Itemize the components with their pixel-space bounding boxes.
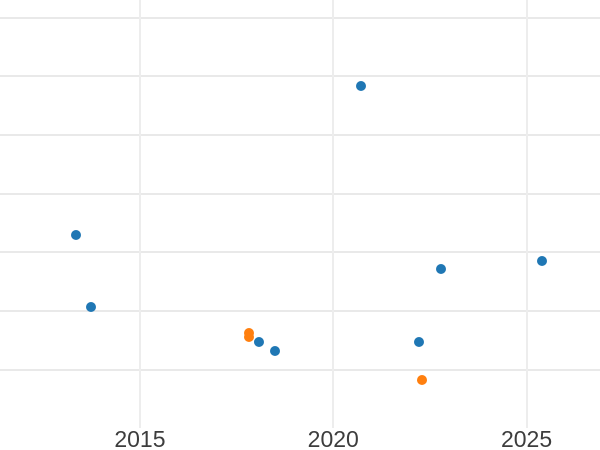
data-point-series_blue bbox=[270, 346, 281, 357]
data-point-series_blue bbox=[253, 337, 264, 348]
gridline-horizontal bbox=[0, 192, 600, 195]
gridline-vertical bbox=[138, 0, 141, 429]
gridline-horizontal bbox=[0, 133, 600, 136]
data-point-series_blue bbox=[536, 255, 547, 266]
data-point-series_blue bbox=[435, 264, 446, 275]
x-tick-label: 2025 bbox=[500, 426, 553, 450]
data-point-series_orange bbox=[417, 375, 428, 386]
gridline-vertical bbox=[525, 0, 528, 429]
x-tick-label: 2015 bbox=[114, 426, 166, 450]
data-point-series_blue bbox=[356, 80, 367, 91]
gridline-vertical bbox=[332, 0, 335, 429]
x-tick-label: 2020 bbox=[307, 426, 359, 450]
gridline-horizontal bbox=[0, 368, 600, 371]
gridline-horizontal bbox=[0, 16, 600, 19]
gridline-horizontal bbox=[0, 251, 600, 254]
data-point-series_blue bbox=[413, 337, 424, 348]
data-point-series_blue bbox=[86, 302, 97, 313]
data-point-series_orange bbox=[244, 331, 255, 342]
gridline-horizontal bbox=[0, 75, 600, 78]
plot-area bbox=[0, 0, 600, 429]
data-point-series_blue bbox=[71, 229, 82, 240]
